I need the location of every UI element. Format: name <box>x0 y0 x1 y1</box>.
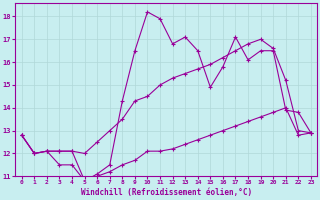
X-axis label: Windchill (Refroidissement éolien,°C): Windchill (Refroidissement éolien,°C) <box>81 188 252 197</box>
